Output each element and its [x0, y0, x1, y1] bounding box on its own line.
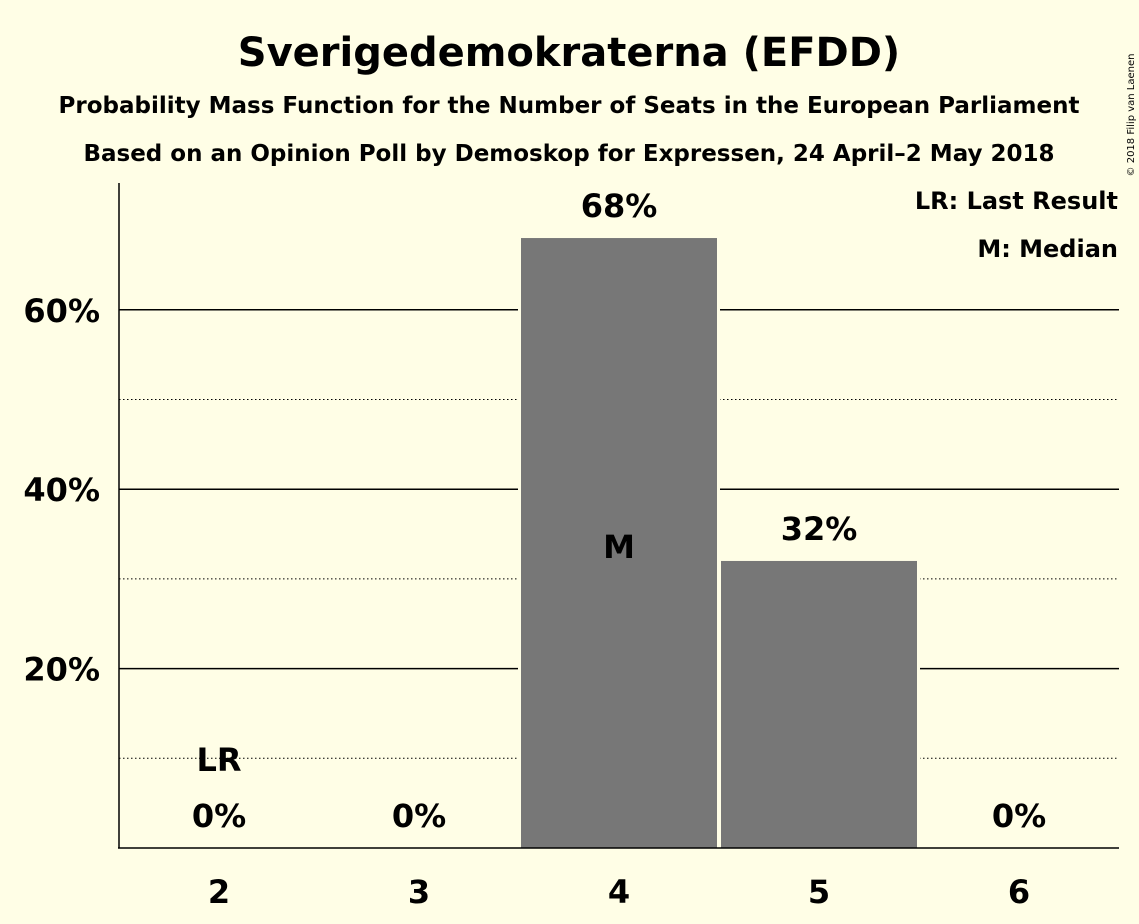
- bar-seats-5: [721, 560, 917, 848]
- legend: LR: Last Result M: Median: [915, 187, 1118, 263]
- chart-subtitle-2: Based on an Opinion Poll by Demoskop for…: [83, 141, 1054, 167]
- marker-label-lr: LR: [196, 741, 241, 779]
- y-tick-label: 20%: [23, 651, 100, 689]
- chart-title: Sverigedemokraterna (EFDD): [238, 30, 900, 76]
- y-tick-labels: 20% 40% 60%: [23, 292, 100, 689]
- x-tick-label: 6: [1008, 873, 1030, 911]
- value-labels: 0% 0% 68% 32% 0%: [192, 187, 1046, 835]
- legend-entry-median: M: Median: [977, 235, 1118, 263]
- x-tick-label: 5: [808, 873, 830, 911]
- marker-label-m: M: [603, 528, 635, 566]
- marker-labels: LR M: [196, 528, 634, 779]
- chart-subtitle-1: Probability Mass Function for the Number…: [59, 93, 1080, 119]
- x-tick-label: 3: [408, 873, 430, 911]
- x-tick-label: 4: [608, 873, 630, 911]
- x-tick-label: 2: [208, 873, 230, 911]
- legend-entry-last-result: LR: Last Result: [915, 187, 1118, 215]
- value-label: 68%: [581, 187, 658, 225]
- bars: [518, 237, 920, 849]
- value-label: 0%: [992, 797, 1046, 835]
- y-tick-label: 40%: [23, 471, 100, 509]
- y-tick-label: 60%: [23, 292, 100, 330]
- value-label: 32%: [781, 510, 858, 548]
- value-label: 0%: [192, 797, 246, 835]
- x-tick-labels: 2 3 4 5 6: [208, 873, 1030, 911]
- bar-seats-4: [521, 238, 717, 849]
- value-label: 0%: [392, 797, 446, 835]
- copyright-note: © 2018 Filip van Laenen: [1126, 54, 1137, 177]
